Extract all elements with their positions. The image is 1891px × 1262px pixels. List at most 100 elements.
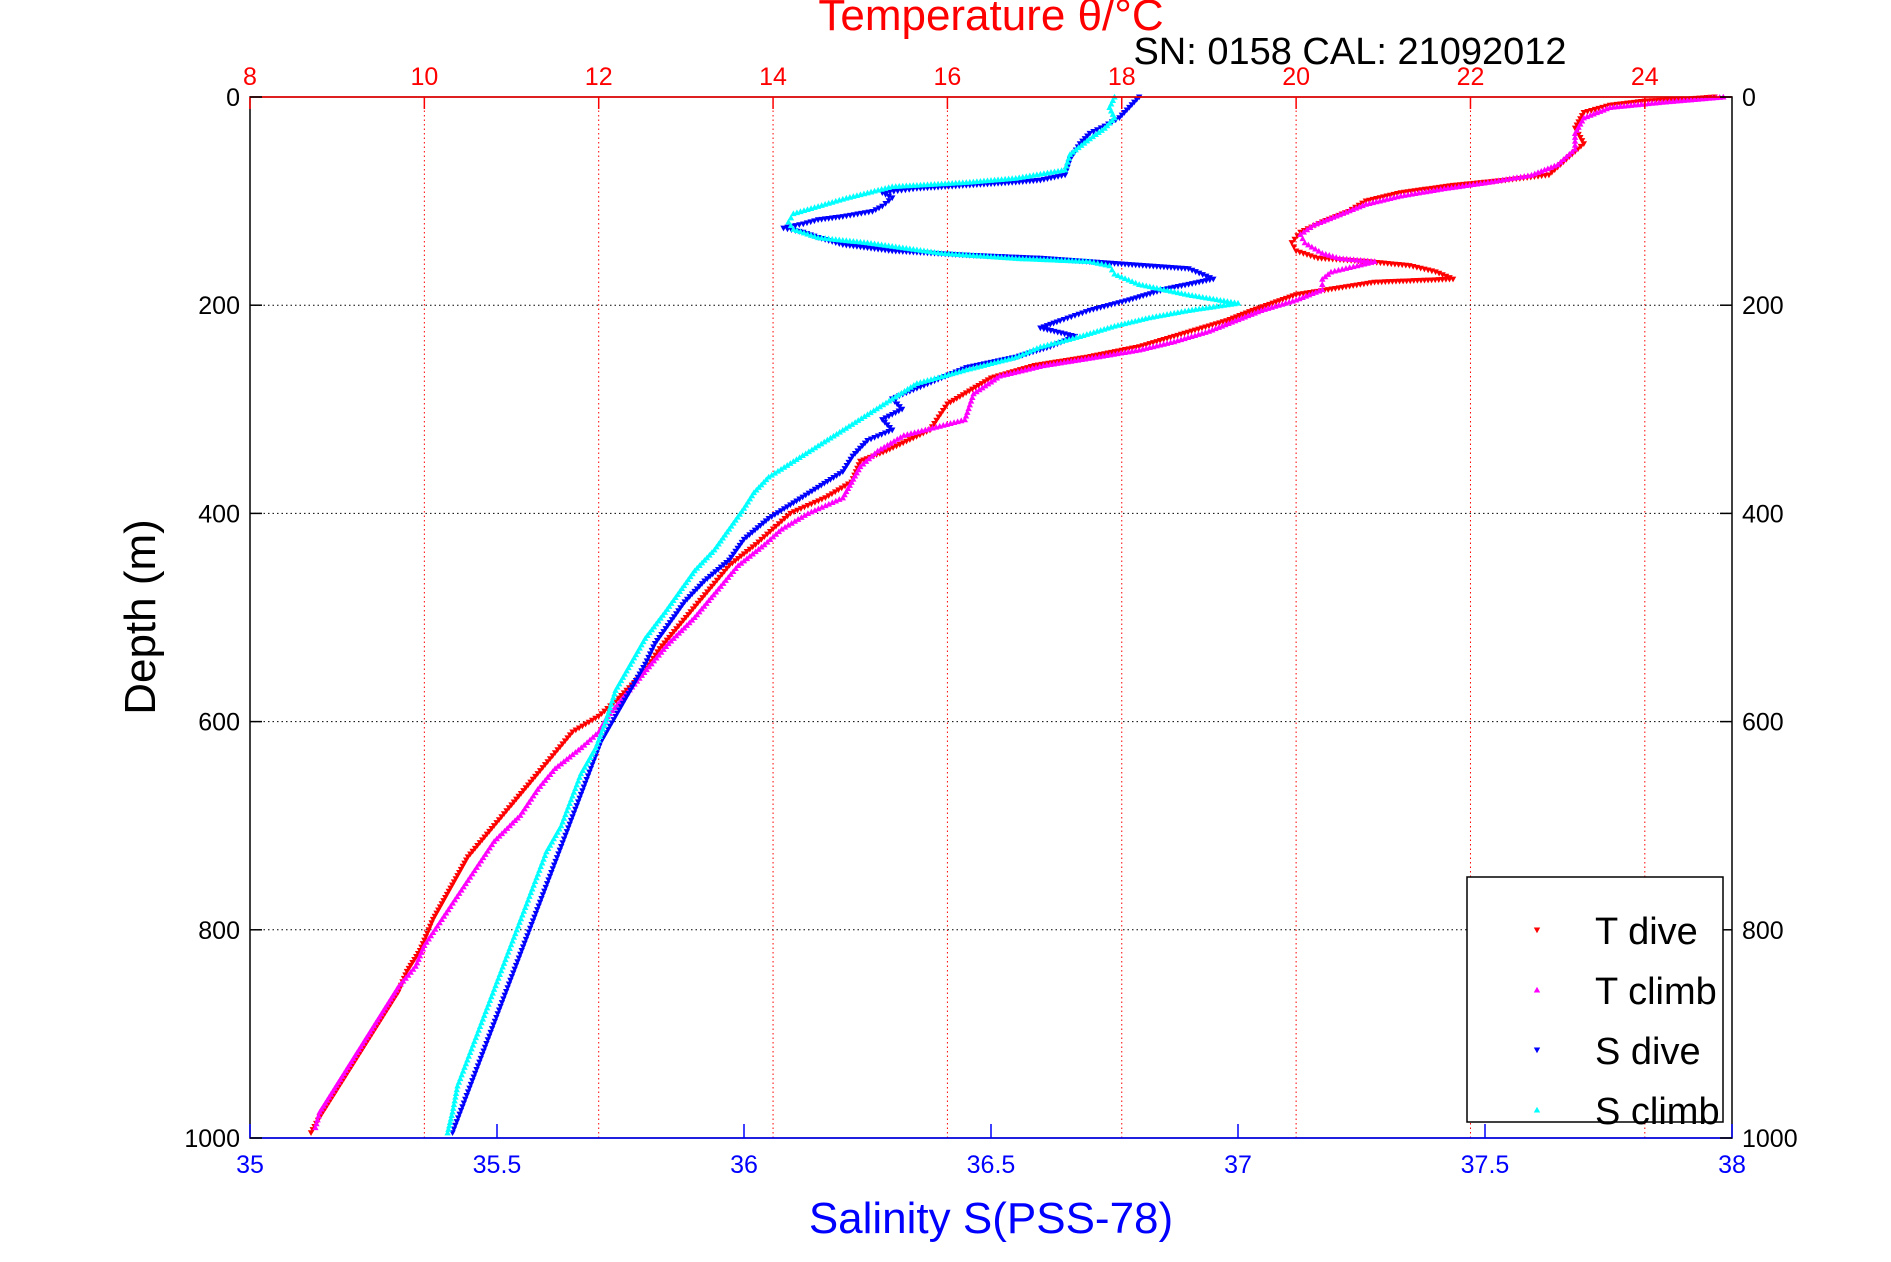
data-point xyxy=(539,765,546,771)
data-point xyxy=(1578,138,1586,144)
legend-label: S dive xyxy=(1595,1031,1701,1073)
data-point xyxy=(889,427,896,434)
data-point xyxy=(998,357,1005,364)
data-point xyxy=(1058,337,1066,344)
data-point xyxy=(785,218,792,225)
data-point xyxy=(868,452,876,459)
data-point xyxy=(1195,331,1202,337)
data-point xyxy=(959,367,966,374)
data-point xyxy=(1094,259,1101,266)
data-point xyxy=(579,788,586,794)
data-point xyxy=(554,762,562,769)
data-point xyxy=(575,725,583,732)
data-point xyxy=(1075,144,1082,151)
data-point xyxy=(1019,351,1026,357)
data-point xyxy=(1271,303,1279,309)
data-point xyxy=(977,362,984,369)
data-point xyxy=(1174,337,1181,344)
data-point xyxy=(728,554,735,561)
data-point xyxy=(713,577,721,584)
legend-marker xyxy=(1533,1106,1541,1113)
data-point xyxy=(558,843,565,850)
data-point xyxy=(569,751,576,758)
data-point xyxy=(903,438,910,445)
data-point xyxy=(532,910,540,917)
depth-tick-label-left: 1000 xyxy=(184,1125,240,1153)
data-point xyxy=(1033,345,1041,351)
data-point xyxy=(616,707,623,714)
data-point xyxy=(830,432,837,439)
data-point xyxy=(1331,267,1338,274)
data-point xyxy=(563,829,571,835)
data-point xyxy=(1575,119,1582,126)
data-point xyxy=(1289,297,1296,304)
data-point xyxy=(1104,324,1111,331)
data-point xyxy=(864,189,871,196)
data-point xyxy=(970,390,977,397)
data-point xyxy=(963,366,970,373)
data-point xyxy=(878,432,885,438)
data-point xyxy=(1094,127,1101,133)
data-point xyxy=(907,383,914,390)
data-point xyxy=(799,494,806,501)
data-point xyxy=(586,769,593,776)
data-point xyxy=(634,674,641,681)
data-point xyxy=(569,729,576,736)
data-point xyxy=(882,191,889,198)
data-point xyxy=(882,399,890,406)
data-point xyxy=(927,376,935,382)
data-point xyxy=(878,186,885,192)
data-point xyxy=(448,1112,455,1119)
data-point xyxy=(402,972,409,979)
data-point xyxy=(764,538,771,545)
data-point xyxy=(941,372,949,379)
data-point xyxy=(725,574,732,580)
data-point xyxy=(961,416,969,423)
data-point xyxy=(1442,273,1450,280)
data-point xyxy=(569,814,576,820)
data-point xyxy=(871,187,878,194)
data-point xyxy=(645,663,653,670)
data-point xyxy=(1290,244,1298,251)
data-point xyxy=(500,811,508,818)
data-point xyxy=(403,968,411,975)
data-point xyxy=(814,484,822,491)
data-point xyxy=(643,658,651,665)
data-point xyxy=(897,434,904,440)
data-point xyxy=(612,687,619,693)
data-point xyxy=(670,635,677,641)
data-point xyxy=(790,210,797,217)
data-point xyxy=(572,806,579,813)
legend-label: S climb xyxy=(1595,1091,1720,1133)
data-point xyxy=(444,1129,451,1136)
data-point xyxy=(1333,254,1340,260)
data-point xyxy=(459,1104,466,1110)
data-point xyxy=(811,486,819,493)
data-point xyxy=(504,985,511,991)
data-point xyxy=(658,632,665,638)
data-point xyxy=(447,885,454,892)
data-point xyxy=(865,455,873,462)
temperature-tick-label: 8 xyxy=(243,63,257,91)
x-axis-label: Salinity S(PSS-78) xyxy=(809,1194,1173,1243)
data-point xyxy=(1324,271,1332,277)
data-point xyxy=(953,395,960,402)
data-point xyxy=(1275,302,1282,308)
data-point xyxy=(683,622,690,628)
data-point xyxy=(1261,306,1268,312)
data-point xyxy=(502,988,510,995)
data-point xyxy=(1066,151,1074,157)
data-point xyxy=(780,464,788,470)
data-point xyxy=(512,962,520,969)
data-point xyxy=(638,672,646,678)
data-point xyxy=(413,954,420,960)
data-point xyxy=(561,738,569,745)
data-point xyxy=(797,506,805,512)
data-point xyxy=(775,528,783,535)
data-point xyxy=(1102,261,1109,268)
data-point xyxy=(889,195,896,202)
data-point xyxy=(1300,228,1307,235)
data-point xyxy=(734,555,742,562)
data-point xyxy=(546,873,554,880)
data-point xyxy=(503,825,511,831)
